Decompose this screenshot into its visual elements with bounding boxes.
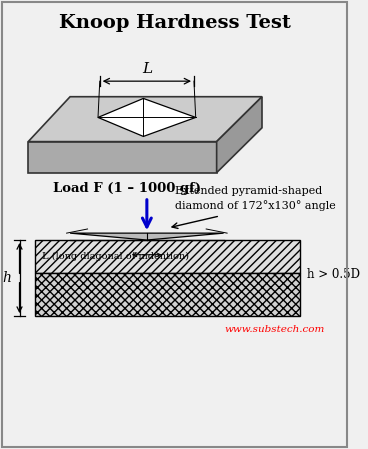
Text: L: L	[142, 62, 152, 76]
Text: www.substech.com: www.substech.com	[224, 325, 325, 334]
Polygon shape	[28, 97, 262, 141]
Text: Knoop Hardness Test: Knoop Hardness Test	[59, 14, 291, 32]
Text: L (long diagonal of indention): L (long diagonal of indention)	[42, 252, 189, 261]
Polygon shape	[217, 97, 262, 173]
Bar	[35, 240, 300, 273]
Polygon shape	[70, 233, 224, 240]
Polygon shape	[28, 141, 217, 173]
Bar	[35, 273, 300, 316]
Polygon shape	[98, 98, 196, 136]
Text: h > 0.5D: h > 0.5D	[307, 268, 360, 281]
Text: Load F (1 – 1000 gf): Load F (1 – 1000 gf)	[53, 182, 201, 195]
Text: h: h	[2, 271, 11, 285]
Text: Extended pyramid-shaped
diamond of 172°x130° angle: Extended pyramid-shaped diamond of 172°x…	[175, 186, 336, 211]
